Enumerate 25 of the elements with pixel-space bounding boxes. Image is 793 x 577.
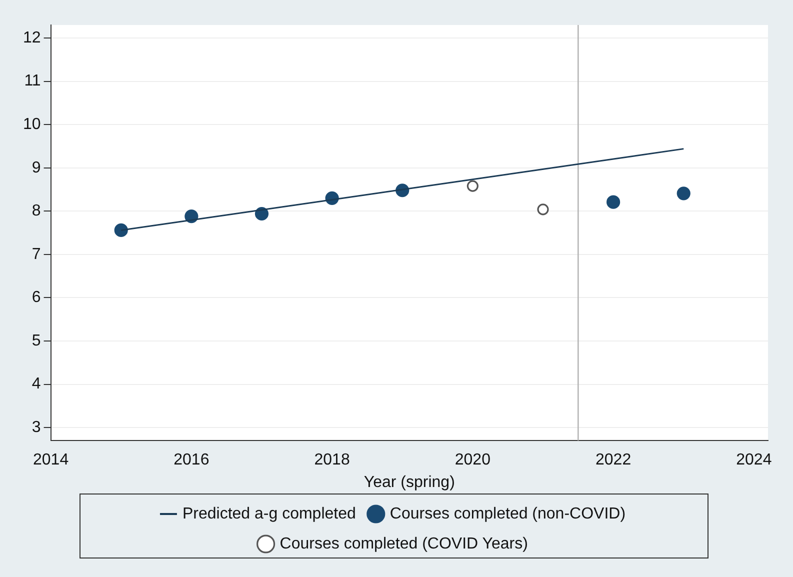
point: [606, 195, 620, 209]
point: [537, 204, 549, 216]
y-tick-label: 12: [23, 29, 41, 46]
y-tick-label: 4: [32, 376, 41, 393]
x-tick-label: 2018: [314, 452, 350, 469]
y-tick-label: 9: [32, 159, 41, 176]
point: [466, 180, 478, 192]
legend-label: Predicted a-g completed: [182, 505, 356, 522]
legend-label: Courses completed (non-COVID): [390, 505, 626, 522]
y-tick-label: 8: [32, 202, 41, 220]
x-tick-label: 2024: [736, 452, 772, 469]
point: [676, 186, 690, 200]
x-tick-label: 2016: [174, 452, 210, 469]
point: [114, 223, 128, 238]
y-tick-label: 7: [32, 246, 41, 263]
y-tick-label: 10: [23, 116, 41, 133]
y-tick-label: 3: [32, 419, 41, 436]
legend-label: Courses completed (COVID Years): [280, 535, 528, 552]
x-tick-label: 2014: [33, 452, 69, 469]
y-tick-label: 5: [32, 332, 41, 350]
x-tick-label: 2022: [596, 452, 632, 469]
x-axis-title: Year (spring): [364, 474, 455, 491]
y-tick-label: 11: [24, 72, 41, 90]
y-tick-label: 6: [32, 289, 41, 306]
x-tick-label: 2020: [454, 452, 491, 469]
